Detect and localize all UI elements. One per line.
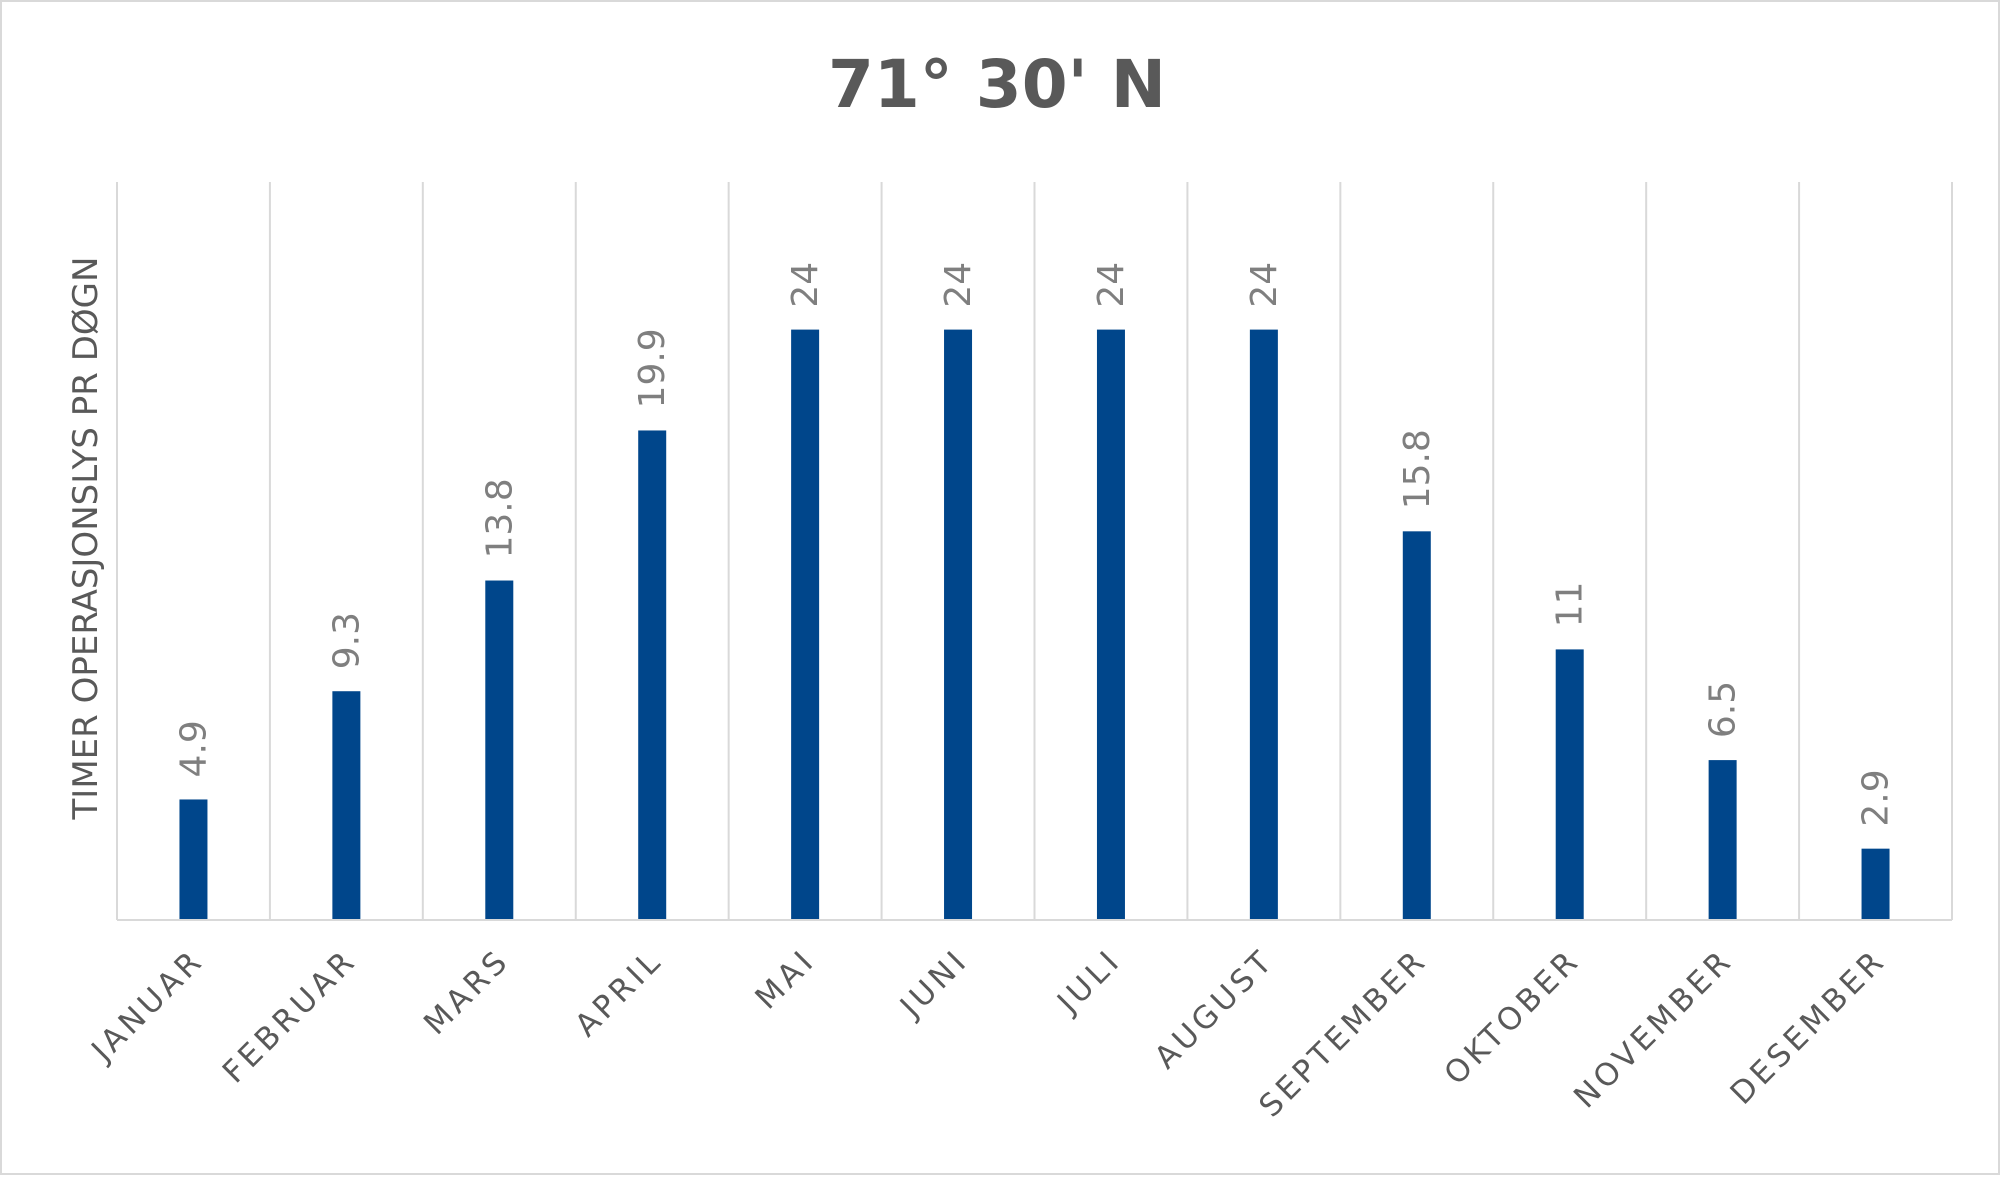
bar-november bbox=[1708, 760, 1737, 920]
gridlines bbox=[116, 182, 1953, 920]
value-label: 9.3 bbox=[326, 612, 367, 669]
x-tick-label: MARS bbox=[417, 942, 517, 1042]
bar-september bbox=[1402, 531, 1431, 920]
x-tick-label: NOVEMBER bbox=[1567, 942, 1740, 1115]
bars bbox=[179, 329, 1890, 921]
bar-juli bbox=[1096, 329, 1125, 921]
x-tick-label: MAI bbox=[748, 942, 822, 1016]
value-label: 15.8 bbox=[1397, 429, 1438, 509]
bar-oktober bbox=[1555, 649, 1584, 920]
bar-april bbox=[638, 430, 667, 920]
value-label: 24 bbox=[785, 262, 826, 308]
value-label: 24 bbox=[1244, 262, 1285, 308]
x-tick-label: APRIL bbox=[568, 942, 670, 1044]
value-label: 2.9 bbox=[1856, 769, 1897, 826]
bar-juni bbox=[944, 329, 973, 921]
bar-mai bbox=[791, 329, 820, 921]
x-tick-label: OKTOBER bbox=[1437, 942, 1587, 1092]
value-label: 13.8 bbox=[479, 478, 520, 558]
x-tick-label: DESEMBER bbox=[1724, 942, 1894, 1112]
value-label: 24 bbox=[938, 262, 979, 308]
value-label: 4.9 bbox=[173, 720, 214, 777]
bar-januar bbox=[179, 799, 208, 920]
bar-desember bbox=[1861, 848, 1890, 920]
bar-mars bbox=[485, 580, 514, 920]
value-label: 24 bbox=[1091, 262, 1132, 308]
value-labels: 4.9 9.3 13.8 19.9 24 24 24 24 15.8 11 6.5 2.9 bbox=[173, 262, 1896, 827]
value-label: 19.9 bbox=[632, 328, 673, 408]
x-tick-label: AUGUST bbox=[1148, 942, 1282, 1076]
x-tick-label: JANUAR bbox=[84, 942, 212, 1070]
y-axis-label: TIMER OPERASJONSLYS PR DØGN bbox=[66, 257, 106, 821]
bar-februar bbox=[332, 691, 361, 920]
x-tick-label: FEBRUAR bbox=[216, 942, 364, 1090]
x-tick-label: JUNI bbox=[892, 942, 976, 1026]
x-axis-labels: JANUAR FEBRUAR MARS APRIL MAI JUNI JULI AUGUSTS… bbox=[84, 942, 1894, 1124]
value-label: 11 bbox=[1550, 582, 1591, 628]
chart-title: 71° 30' N bbox=[828, 46, 1166, 123]
value-label: 6.5 bbox=[1703, 681, 1744, 738]
x-tick-label: JULI bbox=[1049, 942, 1128, 1021]
bar-august bbox=[1249, 329, 1278, 921]
